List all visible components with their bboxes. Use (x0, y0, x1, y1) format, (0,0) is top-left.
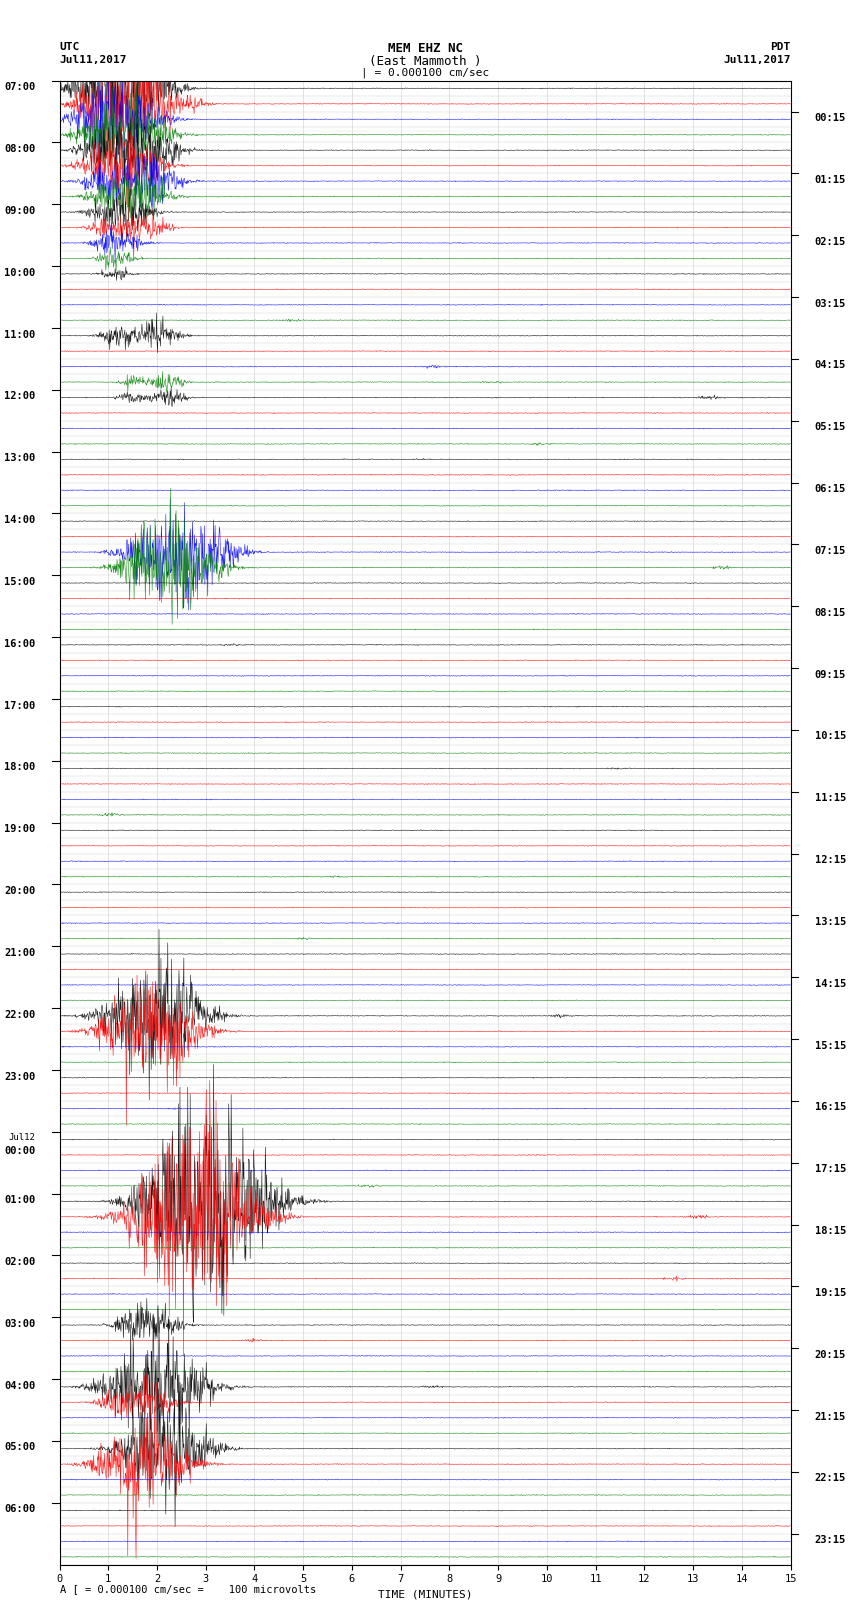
Text: 00:00: 00:00 (4, 1145, 35, 1155)
Text: 03:00: 03:00 (4, 1319, 35, 1329)
Text: 12:15: 12:15 (815, 855, 846, 865)
Text: 14:00: 14:00 (4, 515, 35, 524)
Text: 09:15: 09:15 (815, 669, 846, 679)
Text: 10:00: 10:00 (4, 268, 35, 277)
Text: 09:00: 09:00 (4, 206, 35, 216)
Text: 13:15: 13:15 (815, 916, 846, 927)
Text: UTC: UTC (60, 42, 80, 52)
Text: 22:00: 22:00 (4, 1010, 35, 1019)
Text: 18:00: 18:00 (4, 763, 35, 773)
Text: 04:15: 04:15 (815, 360, 846, 371)
Text: 21:15: 21:15 (815, 1411, 846, 1421)
Text: 13:00: 13:00 (4, 453, 35, 463)
Text: 05:00: 05:00 (4, 1442, 35, 1452)
Text: A [ = 0.000100 cm/sec =    100 microvolts: A [ = 0.000100 cm/sec = 100 microvolts (60, 1584, 315, 1594)
Text: 19:00: 19:00 (4, 824, 35, 834)
Text: 11:15: 11:15 (815, 794, 846, 803)
Text: 16:00: 16:00 (4, 639, 35, 648)
Text: 05:15: 05:15 (815, 423, 846, 432)
Text: 14:15: 14:15 (815, 979, 846, 989)
Text: Jul12: Jul12 (8, 1134, 35, 1142)
Text: 06:00: 06:00 (4, 1505, 35, 1515)
Text: 10:15: 10:15 (815, 731, 846, 742)
Text: 18:15: 18:15 (815, 1226, 846, 1236)
Text: 01:00: 01:00 (4, 1195, 35, 1205)
Text: 07:00: 07:00 (4, 82, 35, 92)
Text: 15:15: 15:15 (815, 1040, 846, 1050)
Text: 08:15: 08:15 (815, 608, 846, 618)
Text: (East Mammoth ): (East Mammoth ) (369, 55, 481, 68)
Text: Jul11,2017: Jul11,2017 (60, 55, 127, 65)
Text: 23:00: 23:00 (4, 1071, 35, 1081)
Text: 04:00: 04:00 (4, 1381, 35, 1390)
Text: 03:15: 03:15 (815, 298, 846, 308)
Text: 07:15: 07:15 (815, 545, 846, 556)
Text: 01:15: 01:15 (815, 174, 846, 185)
Text: 20:15: 20:15 (815, 1350, 846, 1360)
Text: PDT: PDT (770, 42, 790, 52)
Text: 12:00: 12:00 (4, 392, 35, 402)
Text: 17:00: 17:00 (4, 700, 35, 710)
Text: 06:15: 06:15 (815, 484, 846, 494)
Text: MEM EHZ NC: MEM EHZ NC (388, 42, 462, 55)
Text: 17:15: 17:15 (815, 1165, 846, 1174)
Text: 11:00: 11:00 (4, 329, 35, 339)
Text: | = 0.000100 cm/sec: | = 0.000100 cm/sec (361, 68, 489, 79)
Text: 21:00: 21:00 (4, 948, 35, 958)
Text: 16:15: 16:15 (815, 1102, 846, 1113)
Text: 23:15: 23:15 (815, 1536, 846, 1545)
Text: Jul11,2017: Jul11,2017 (723, 55, 791, 65)
Text: 15:00: 15:00 (4, 577, 35, 587)
Text: 00:15: 00:15 (815, 113, 846, 123)
Text: 20:00: 20:00 (4, 886, 35, 895)
Text: 08:00: 08:00 (4, 144, 35, 153)
Text: 02:00: 02:00 (4, 1257, 35, 1266)
Text: 19:15: 19:15 (815, 1287, 846, 1298)
Text: 02:15: 02:15 (815, 237, 846, 247)
Text: 22:15: 22:15 (815, 1473, 846, 1484)
X-axis label: TIME (MINUTES): TIME (MINUTES) (377, 1590, 473, 1600)
